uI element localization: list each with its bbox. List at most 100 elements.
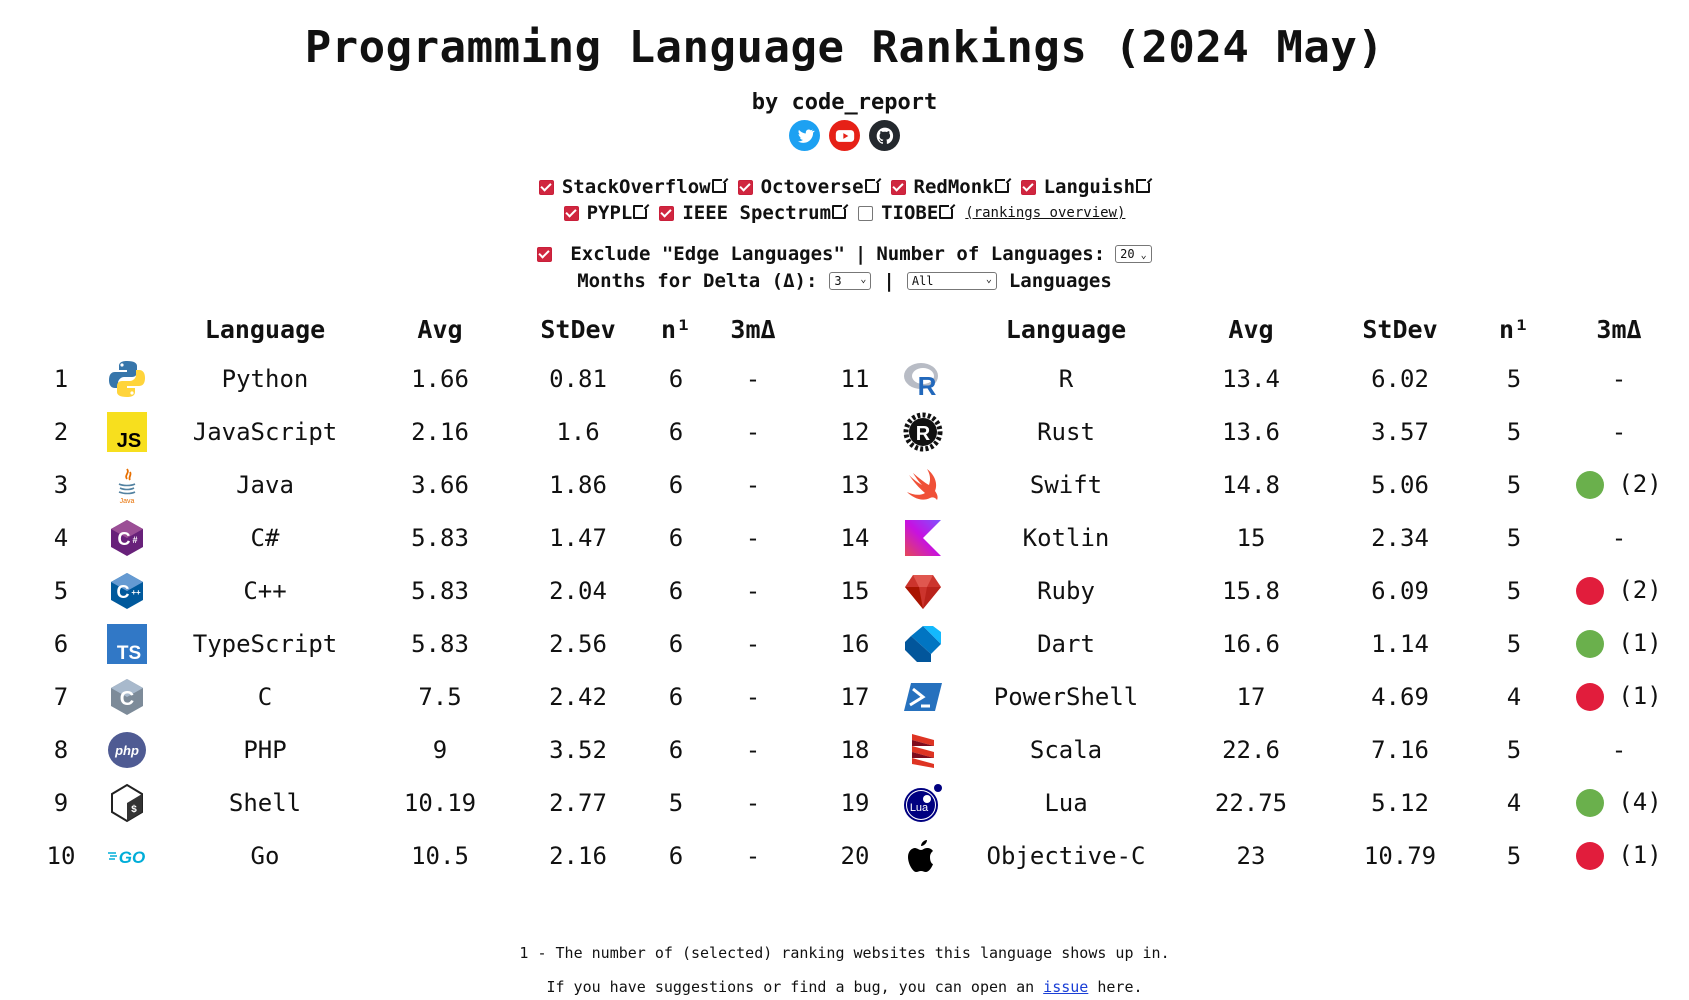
avg: 16.6: [1222, 629, 1280, 658]
avg: 22.75: [1214, 788, 1288, 817]
github-icon[interactable]: [869, 120, 900, 151]
rankings-table-left: Language Avg StDev n¹ 3mΔ 1 Python 1.66 …: [38, 306, 790, 882]
external-link-icon[interactable]: [633, 204, 649, 219]
stackoverflow-checkbox[interactable]: [538, 180, 554, 195]
months-delta-select[interactable]: 3 ⌄: [829, 272, 872, 290]
rank: 19: [840, 788, 870, 817]
rank: 3: [53, 470, 69, 499]
shell-logo-icon: $: [107, 783, 147, 823]
header-avg[interactable]: Avg: [1228, 314, 1274, 344]
language-name: Dart: [1037, 629, 1095, 658]
source-octoverse[interactable]: Octoverse: [737, 176, 880, 198]
n: 6: [668, 417, 684, 446]
rank: 10: [46, 841, 76, 870]
header-n[interactable]: n¹: [1498, 314, 1530, 344]
stdev: 5.12: [1371, 788, 1429, 817]
typescript-logo-icon: TS: [107, 623, 147, 664]
svg-text:$: $: [131, 804, 137, 816]
header-language[interactable]: Language: [1005, 314, 1127, 344]
rank: 5: [53, 576, 69, 605]
stdev: 2.42: [549, 682, 607, 711]
header-delta[interactable]: 3mΔ: [1596, 314, 1642, 344]
external-link-icon[interactable]: [832, 204, 848, 219]
n: 5: [1506, 735, 1522, 764]
rank: 16: [840, 629, 870, 658]
delta: -: [1611, 735, 1627, 764]
header-n[interactable]: n¹: [660, 314, 692, 344]
delta: (2): [1564, 564, 1674, 617]
rank: 6: [53, 629, 69, 658]
num-languages-select[interactable]: 20 ⌄: [1115, 245, 1152, 263]
social-links: [0, 120, 1689, 151]
stdev: 0.81: [549, 364, 607, 393]
header-stdev[interactable]: StDev: [540, 314, 616, 344]
language-name: PowerShell: [993, 682, 1139, 711]
external-link-icon[interactable]: [994, 178, 1010, 193]
avg: 22.6: [1222, 735, 1280, 764]
redmonk-checkbox[interactable]: [890, 180, 906, 195]
source-pypl[interactable]: PYPL: [563, 202, 649, 224]
octoverse-checkbox[interactable]: [737, 180, 753, 195]
external-link-icon[interactable]: [1136, 178, 1152, 193]
twitter-icon[interactable]: [789, 120, 820, 151]
table-row: 18 Scala 22.6 7.16 5 -: [830, 723, 1674, 776]
rankings-table-right: Language Avg StDev n¹ 3mΔ 11 R R 13.4 6.…: [830, 306, 1674, 882]
source-redmonk[interactable]: RedMonk: [890, 176, 1010, 198]
avg: 15: [1236, 523, 1266, 552]
svg-text:Java: Java: [120, 498, 135, 505]
python-logo-icon: [107, 359, 147, 399]
n: 6: [668, 576, 684, 605]
header-language[interactable]: Language: [204, 314, 326, 344]
table-row: 6 TS TypeScript 5.83 2.56 6 -: [38, 617, 790, 670]
table-row: 8 php PHP 9 3.52 6 -: [38, 723, 790, 776]
tiobe-checkbox[interactable]: [858, 206, 874, 221]
stdev: 7.16: [1371, 735, 1429, 764]
issue-link[interactable]: issue: [1043, 978, 1089, 996]
avg: 17: [1236, 682, 1266, 711]
youtube-icon[interactable]: [829, 120, 860, 151]
c-logo-icon: C: [107, 677, 147, 717]
language-filter-select[interactable]: All ⌄: [906, 272, 997, 290]
apple-logo-icon: [903, 836, 943, 876]
stdev: 10.79: [1363, 841, 1437, 870]
sources-row-1: StackOverflow Octoverse RedMonk Languish: [0, 176, 1689, 198]
language-name: Scala: [1029, 735, 1103, 764]
language-name: C: [257, 682, 273, 711]
table-row: 13 Swift 14.8 5.06 5 (2): [830, 458, 1674, 511]
footnote: 1 - The number of (selected) ranking web…: [519, 944, 1170, 962]
header-avg[interactable]: Avg: [417, 314, 463, 344]
external-link-icon[interactable]: [864, 178, 880, 193]
exclude-edge-checkbox[interactable]: [537, 246, 553, 262]
delta: -: [745, 576, 761, 605]
external-link-icon[interactable]: [939, 204, 955, 219]
pypl-checkbox[interactable]: [563, 206, 579, 221]
source-languish[interactable]: Languish: [1020, 176, 1152, 198]
language-name: Rust: [1037, 417, 1095, 446]
rank: 4: [53, 523, 69, 552]
controls-row-1: Exclude "Edge Languages" | Number of Lan…: [0, 243, 1689, 265]
languish-checkbox[interactable]: [1020, 180, 1036, 195]
rank: 8: [53, 735, 69, 764]
rank: 11: [840, 364, 870, 393]
scala-logo-icon: [903, 730, 943, 770]
header-stdev[interactable]: StDev: [1362, 314, 1438, 344]
language-name: C++: [243, 576, 287, 605]
ieee-spectrum-checkbox[interactable]: [659, 206, 675, 221]
rank: 17: [840, 682, 870, 711]
svg-text:JS: JS: [117, 430, 141, 452]
lua-logo-icon: Lua: [903, 783, 943, 823]
source-tiobe[interactable]: TIOBE: [858, 202, 955, 224]
n: 5: [1506, 841, 1522, 870]
rank: 18: [840, 735, 870, 764]
n: 6: [668, 523, 684, 552]
source-ieee-spectrum[interactable]: IEEE Spectrum: [659, 202, 848, 224]
external-link-icon[interactable]: [711, 178, 727, 193]
source-stackoverflow[interactable]: StackOverflow: [538, 176, 727, 198]
rank: 7: [53, 682, 69, 711]
n: 5: [1506, 364, 1522, 393]
delta: -: [1611, 364, 1627, 393]
rankings-overview-link[interactable]: (rankings overview): [965, 205, 1126, 221]
rank: 12: [840, 417, 870, 446]
header-delta[interactable]: 3mΔ: [730, 314, 776, 344]
avg: 10.5: [411, 841, 469, 870]
